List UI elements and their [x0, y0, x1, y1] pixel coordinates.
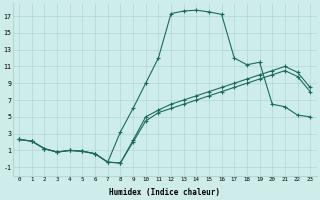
X-axis label: Humidex (Indice chaleur): Humidex (Indice chaleur) [109, 188, 220, 197]
